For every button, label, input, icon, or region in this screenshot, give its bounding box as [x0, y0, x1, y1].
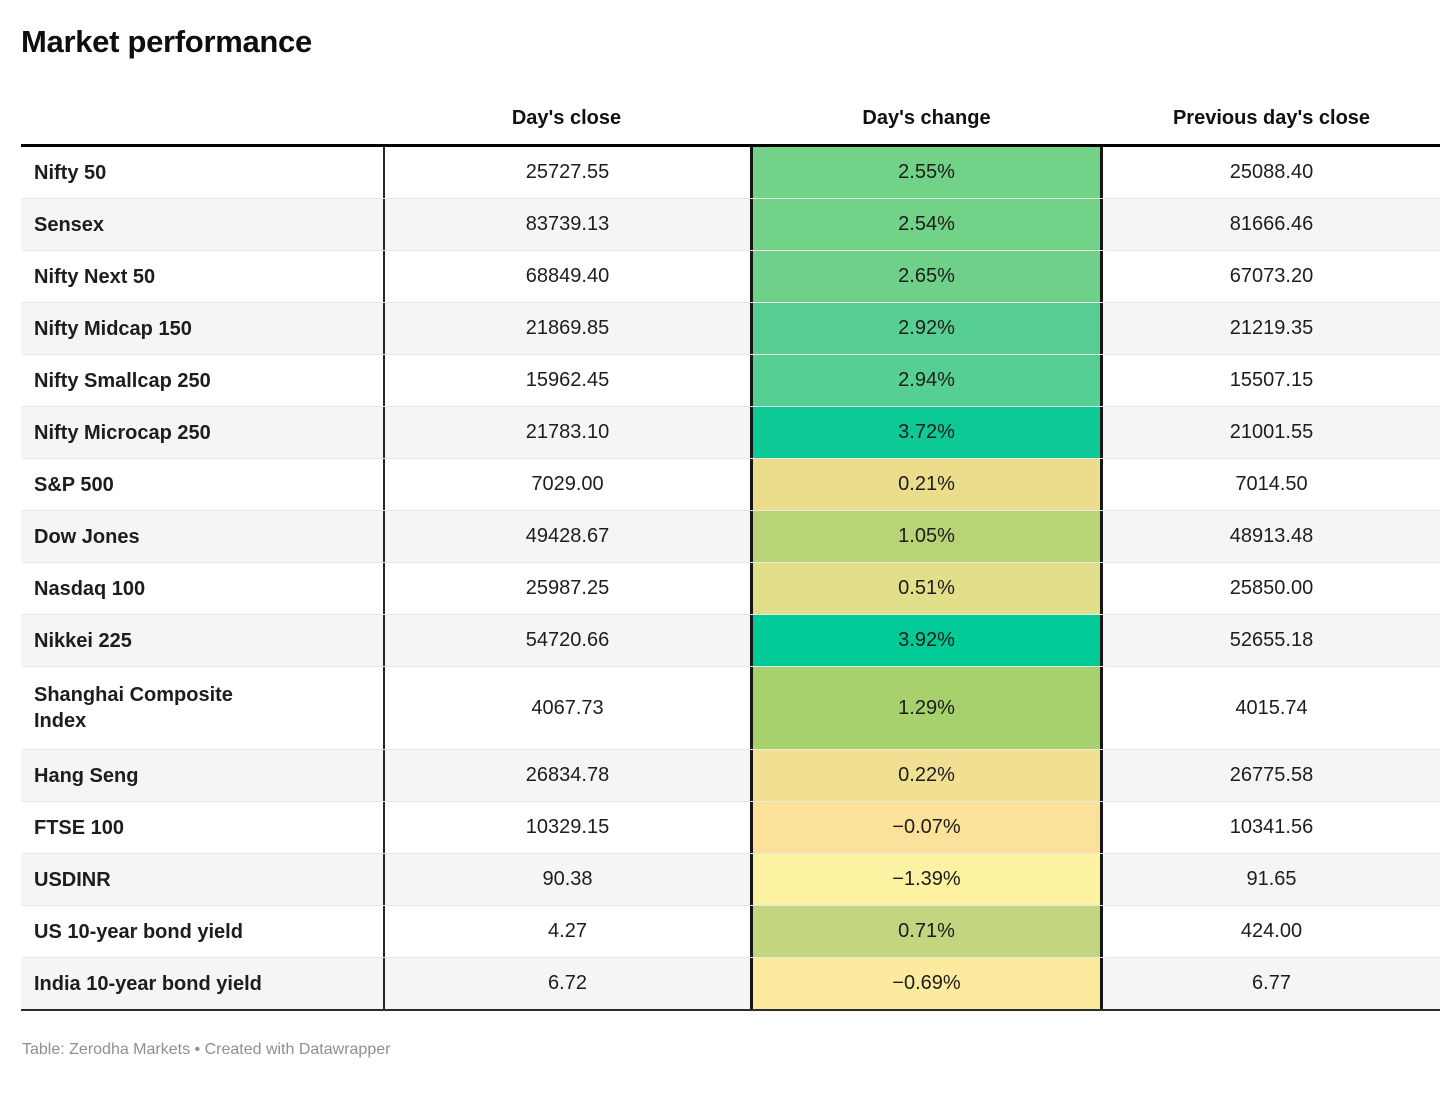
row-label: S&P 500 [34, 473, 114, 496]
days-close-value: 83739.13 [383, 199, 750, 250]
prev-close-value: 21001.55 [1229, 421, 1314, 443]
market-performance-table-page: Market performance Day's close Day's cha… [21, 24, 1440, 1058]
days-close-value: 4067.73 [383, 667, 750, 749]
table-row: USDINR 90.38 −1.39% 91.65 [21, 853, 1440, 905]
days-close-value: 21869.85 [383, 303, 750, 354]
prev-close-value: 25850.00 [1229, 577, 1314, 599]
row-label: Nifty Smallcap 250 [34, 369, 211, 392]
table-row: FTSE 100 10329.15 −0.07% 10341.56 [21, 801, 1440, 853]
prev-close-value: 7014.50 [1235, 473, 1308, 495]
table-row: Nifty Smallcap 250 15962.45 2.94% 15507.15 [21, 354, 1440, 406]
days-change-cell: −1.39% [750, 854, 1103, 905]
market-table: Day's close Day's change Previous day's … [21, 107, 1440, 1011]
days-close-value: 68849.40 [383, 251, 750, 302]
table-row: Nifty 50 25727.55 2.55% 25088.40 [21, 147, 1440, 198]
days-change-cell: 2.94% [750, 355, 1103, 406]
row-label: Nifty Next 50 [34, 265, 156, 288]
days-change-cell: 2.92% [750, 303, 1103, 354]
table-row: Shanghai Composite Index 4067.73 1.29% 4015… [21, 666, 1440, 749]
prev-close-value: 91.65 [1246, 868, 1297, 890]
row-label: Shanghai Composite Index [34, 684, 233, 732]
prev-close-value: 52655.18 [1229, 629, 1314, 651]
days-change-cell: 1.05% [750, 511, 1103, 562]
prev-close-value: 25088.40 [1229, 161, 1314, 183]
days-close-value: 7029.00 [383, 459, 750, 510]
row-label: USDINR [34, 868, 111, 891]
table-row: S&P 500 7029.00 0.21% 7014.50 [21, 458, 1440, 510]
days-close-value: 4.27 [383, 906, 750, 957]
row-label: Nifty Microcap 250 [34, 421, 211, 444]
days-change-cell: 1.29% [750, 667, 1103, 749]
days-close-value: 25987.25 [383, 563, 750, 614]
days-close-value: 26834.78 [383, 750, 750, 801]
table-row: Nifty Next 50 68849.40 2.65% 67073.20 [21, 250, 1440, 302]
days-change-cell: 2.65% [750, 251, 1103, 302]
days-close-value: 6.72 [383, 958, 750, 1009]
days-change-cell: 2.55% [750, 147, 1103, 198]
days-change-cell: −0.69% [750, 958, 1103, 1009]
row-label: Nasdaq 100 [34, 577, 146, 600]
prev-close-value: 6.77 [1252, 972, 1291, 994]
page-title: Market performance [21, 24, 312, 59]
prev-close-value: 21219.35 [1229, 317, 1314, 339]
days-close-value: 25727.55 [383, 147, 750, 198]
column-header-days-close: Day's close [511, 107, 622, 129]
prev-close-value: 4015.74 [1235, 696, 1308, 719]
prev-close-value: 10341.56 [1229, 816, 1314, 838]
days-close-value: 49428.67 [383, 511, 750, 562]
table-row: Sensex 83739.13 2.54% 81666.46 [21, 198, 1440, 250]
table-body: Nifty 50 25727.55 2.55% 25088.40 Sensex 83739… [21, 147, 1440, 1011]
days-change-cell: 0.51% [750, 563, 1103, 614]
row-label: FTSE 100 [34, 816, 125, 839]
days-close-value: 15962.45 [383, 355, 750, 406]
days-close-value: 21783.10 [383, 407, 750, 458]
row-label: India 10-year bond yield [34, 972, 262, 995]
days-close-value: 10329.15 [383, 802, 750, 853]
prev-close-value: 15507.15 [1229, 369, 1314, 391]
table-row: Nikkei 225 54720.66 3.92% 52655.18 [21, 614, 1440, 666]
table-row: Hang Seng 26834.78 0.22% 26775.58 [21, 749, 1440, 801]
table-row: Nifty Microcap 250 21783.10 3.72% 21001.55 [21, 406, 1440, 458]
row-label: Nikkei 225 [34, 629, 132, 652]
days-change-cell: 3.92% [750, 615, 1103, 666]
table-header-row: Day's close Day's change Previous day's … [21, 107, 1440, 147]
column-header-days-change: Day's change [862, 107, 991, 129]
table-row: Nasdaq 100 25987.25 0.51% 25850.00 [21, 562, 1440, 614]
table-footer-credit: Table: Zerodha Markets • Created with Da… [22, 1041, 391, 1058]
days-change-cell: 0.71% [750, 906, 1103, 957]
prev-close-value: 26775.58 [1229, 764, 1314, 786]
days-close-value: 54720.66 [383, 615, 750, 666]
row-label: Dow Jones [34, 525, 140, 548]
days-change-cell: −0.07% [750, 802, 1103, 853]
prev-close-value: 67073.20 [1229, 265, 1314, 287]
table-row: Dow Jones 49428.67 1.05% 48913.48 [21, 510, 1440, 562]
column-header-prev-close: Previous day's close [1172, 107, 1371, 129]
row-label: Nifty 50 [34, 161, 107, 184]
prev-close-value: 424.00 [1240, 920, 1303, 942]
prev-close-value: 48913.48 [1229, 525, 1314, 547]
days-change-cell: 0.21% [750, 459, 1103, 510]
days-change-cell: 2.54% [750, 199, 1103, 250]
table-row: US 10-year bond yield 4.27 0.71% 424.00 [21, 905, 1440, 957]
days-change-cell: 3.72% [750, 407, 1103, 458]
days-close-value: 90.38 [383, 854, 750, 905]
table-row: Nifty Midcap 150 21869.85 2.92% 21219.35 [21, 302, 1440, 354]
table-row: India 10-year bond yield 6.72 −0.69% 6.77 [21, 957, 1440, 1009]
row-label: Hang Seng [34, 764, 139, 787]
row-label: Sensex [34, 213, 105, 236]
days-change-cell: 0.22% [750, 750, 1103, 801]
prev-close-value: 81666.46 [1229, 213, 1314, 235]
row-label: Nifty Midcap 150 [34, 317, 192, 340]
row-label: US 10-year bond yield [34, 920, 243, 943]
